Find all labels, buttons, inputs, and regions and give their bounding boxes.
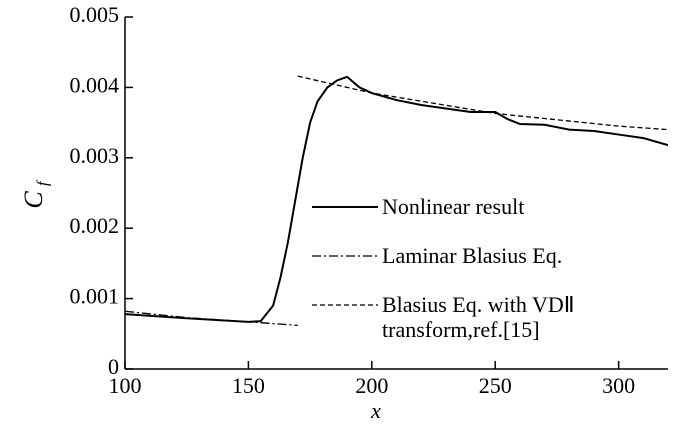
legend-entry: Laminar Blasius Eq.: [310, 243, 610, 268]
x-tick-label: 250: [479, 373, 512, 398]
legend-label: Nonlinear result: [382, 194, 525, 219]
x-axis-label: x: [370, 398, 381, 423]
x-tick-label: 150: [232, 373, 265, 398]
y-tick-label: 0.005: [70, 2, 120, 27]
y-tick-label: 0: [108, 354, 119, 379]
series-line: [124, 75, 669, 323]
legend-swatch: [312, 206, 378, 208]
legend-swatch: [312, 304, 378, 306]
y-tick-label: 0.001: [70, 284, 120, 309]
x-tick-label: 300: [602, 373, 635, 398]
y-axis-label: C: [19, 191, 48, 209]
legend-label: Laminar Blasius Eq.: [382, 243, 563, 268]
y-axis-label-group: C f: [19, 179, 52, 209]
legend-swatch: [312, 255, 378, 257]
y-tick-label: 0.004: [70, 72, 120, 97]
series-line: [297, 75, 669, 131]
y-tick-label: 0.003: [70, 143, 120, 168]
legend-entry: Nonlinear result: [310, 194, 610, 219]
legend-entry: Blasius Eq. with VDⅡ transform,ref.[15]: [310, 292, 610, 342]
legend-label: Blasius Eq. with VDⅡ transform,ref.[15]: [382, 292, 575, 342]
legend: Nonlinear result Laminar Blasius Eq. Blasi…: [310, 194, 610, 366]
series-line: [124, 310, 298, 327]
y-tick-label: 0.002: [70, 213, 120, 238]
x-tick-label: 100: [109, 373, 142, 398]
x-tick-label: 200: [355, 373, 388, 398]
y-axis-label-subscript: f: [35, 179, 52, 186]
